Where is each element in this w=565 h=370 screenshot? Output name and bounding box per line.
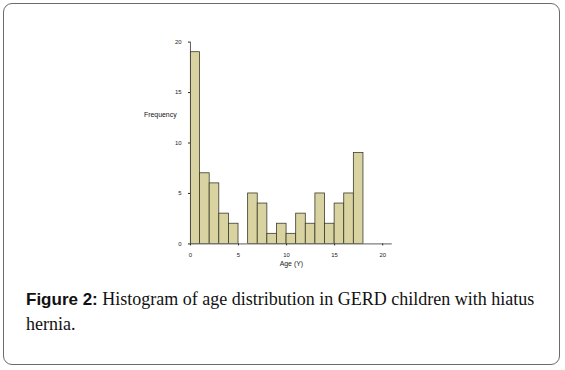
svg-text:10: 10: [175, 140, 182, 146]
svg-text:0: 0: [189, 252, 193, 258]
svg-text:5: 5: [237, 252, 241, 258]
svg-text:0: 0: [178, 241, 182, 247]
svg-text:20: 20: [175, 39, 182, 45]
svg-text:15: 15: [331, 252, 338, 258]
svg-text:5: 5: [178, 190, 182, 196]
svg-text:10: 10: [283, 252, 290, 258]
html-text:Figure 2: Histogram of age dis: Figure 2: Histogram of age distribution …: [26, 289, 535, 334]
svg-text:Age (Y): Age (Y): [280, 260, 303, 268]
svg-text:15: 15: [175, 89, 182, 95]
svg-text:20: 20: [379, 252, 386, 258]
svg-text:Frequency: Frequency: [144, 111, 177, 119]
